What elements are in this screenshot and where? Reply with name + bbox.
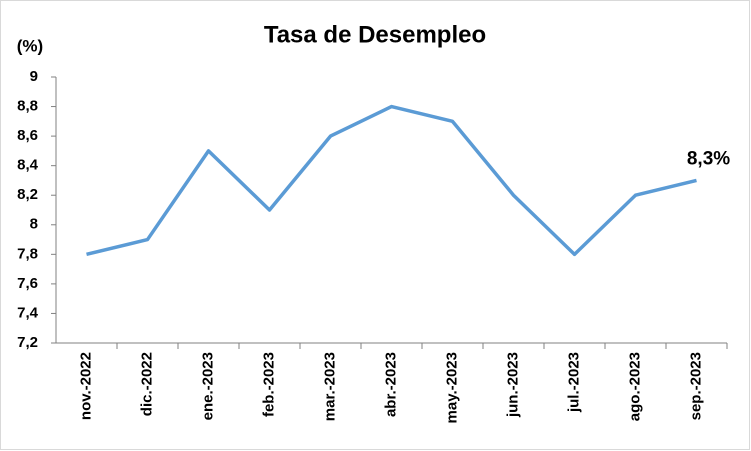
x-tick-label: jun.-2023 [504,352,521,418]
x-tick-label: jul.-2023 [565,352,582,413]
y-tick-label: 8,2 [17,186,38,203]
y-tick-label: 7,2 [17,334,38,351]
x-tick-label: dic.-2022 [138,352,155,416]
y-tick-label: 8 [30,216,38,233]
data-label: 8,3% [687,148,730,169]
y-axis-label: (%) [17,36,43,55]
x-tick-label: ago.-2023 [626,352,643,421]
x-tick-label: abr.-2023 [382,352,399,417]
x-tick-label: mar.-2023 [321,352,338,421]
y-tick-label: 8,4 [17,157,39,174]
x-tick-label: feb.-2023 [260,352,277,417]
x-tick-label: may.-2023 [443,352,460,423]
y-tick-label: 7,8 [17,245,38,262]
chart-title: Tasa de Desempleo [264,21,486,48]
x-tick-label: nov.-2022 [77,352,94,420]
x-tick-label: sep.-2023 [687,352,704,420]
y-tick-label: 8,6 [17,127,38,144]
y-tick-label: 7,4 [17,304,39,321]
x-tick-label: ene.-2023 [199,352,216,420]
line [86,104,697,257]
y-tick-label: 8,8 [17,98,38,115]
y-tick-label: 9 [30,68,38,85]
y-tick-label: 7,6 [17,275,38,292]
